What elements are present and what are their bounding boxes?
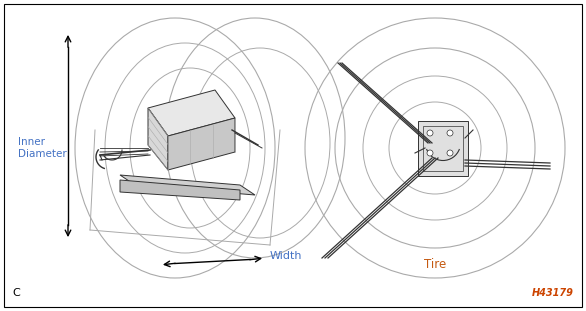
Text: H43179: H43179 (532, 288, 574, 298)
Polygon shape (148, 90, 235, 136)
Text: Width: Width (270, 251, 302, 261)
Bar (418, 121, 468, 176)
Circle shape (427, 150, 433, 156)
Polygon shape (120, 180, 240, 200)
Polygon shape (168, 118, 235, 170)
Circle shape (447, 130, 453, 136)
Text: Tire: Tire (424, 258, 446, 271)
Polygon shape (120, 175, 255, 195)
Circle shape (447, 150, 453, 156)
Polygon shape (148, 108, 168, 170)
Bar (423, 126, 463, 171)
Text: C: C (12, 288, 20, 298)
Text: Inner
Diameter: Inner Diameter (18, 137, 67, 159)
Circle shape (427, 130, 433, 136)
